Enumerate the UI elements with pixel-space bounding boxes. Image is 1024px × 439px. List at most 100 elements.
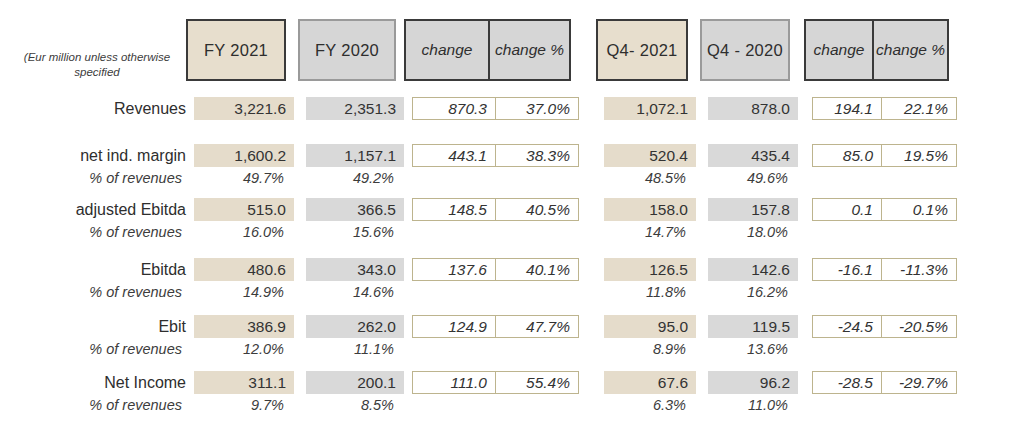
pct-row-label: % of revenues <box>0 221 190 243</box>
cell-fy2021: 311.1 <box>194 371 294 394</box>
cell-fy2020: 262.0 <box>306 315 404 338</box>
cell-q4-2021: 158.0 <box>604 198 696 221</box>
row-net-income: Net Income 311.1 200.1 111.0 55.4% 67.6 … <box>0 371 1024 394</box>
pct-row-label: % of revenues <box>0 281 190 303</box>
empty-cell <box>412 221 496 243</box>
cell-q4-change: 85.0 <box>812 144 882 167</box>
pct-fy2020: 11.1% <box>306 338 404 360</box>
empty-cell <box>412 167 496 189</box>
cell-change-pct: 37.0% <box>496 97 579 120</box>
pct-fy2021: 12.0% <box>194 338 294 360</box>
spacer <box>0 189 1024 198</box>
pct-q4-2021: 8.9% <box>604 338 696 360</box>
row-revenues: Revenues 3,221.6 2,351.3 870.3 37.0% 1,0… <box>0 97 1024 120</box>
row-label: Revenues <box>0 97 190 120</box>
cell-q4-2020: 157.8 <box>708 198 798 221</box>
col-header-change-group: change change % <box>404 19 571 81</box>
cell-q4-change: -28.5 <box>812 371 882 394</box>
cell-q4-2021: 520.4 <box>604 144 696 167</box>
pct-q4-2020: 13.6% <box>708 338 798 360</box>
row-label: adjusted Ebitda <box>0 198 190 221</box>
spacer <box>0 81 1024 97</box>
cell-q4-2020: 142.6 <box>708 258 798 281</box>
cell-fy2020: 343.0 <box>306 258 404 281</box>
pct-q4-2020: 11.0% <box>708 394 798 416</box>
financial-results-table: (Eur million unless otherwise specified … <box>0 0 1024 439</box>
cell-fy2021: 480.6 <box>194 258 294 281</box>
cell-q4-change-pct: -11.3% <box>882 258 957 281</box>
cell-change-pct: 47.7% <box>496 315 579 338</box>
pct-q4-2020: 49.6% <box>708 167 798 189</box>
row-adjusted-ebitda: adjusted Ebitda 515.0 366.5 148.5 40.5% … <box>0 198 1024 221</box>
pct-q4-2020: 18.0% <box>708 221 798 243</box>
cell-q4-change: 0.1 <box>812 198 882 221</box>
spacer <box>0 243 1024 258</box>
pct-q4-2021: 6.3% <box>604 394 696 416</box>
pct-q4-2021: 11.8% <box>604 281 696 303</box>
empty-cell <box>412 281 496 303</box>
cell-fy2020: 2,351.3 <box>306 97 404 120</box>
col-header-q4-2020: Q4 - 2020 <box>700 19 790 81</box>
col-header-fy2020: FY 2020 <box>298 19 396 81</box>
cell-fy2021: 1,600.2 <box>194 144 294 167</box>
pct-q4-2020: 16.2% <box>708 281 798 303</box>
col-header-fy2021: FY 2021 <box>186 19 286 81</box>
cell-q4-change-pct: 19.5% <box>882 144 957 167</box>
cell-q4-2020: 96.2 <box>708 371 798 394</box>
row-ebit: Ebit 386.9 262.0 124.9 47.7% 95.0 119.5 … <box>0 315 1024 338</box>
cell-change-pct: 55.4% <box>496 371 579 394</box>
cell-fy2021: 515.0 <box>194 198 294 221</box>
empty-cell <box>496 394 579 416</box>
col-header-q4-2021: Q4- 2021 <box>596 19 688 81</box>
col-header-q4-change-pct: change % <box>872 21 947 79</box>
row-ebitda: Ebitda 480.6 343.0 137.6 40.1% 126.5 142… <box>0 258 1024 281</box>
cell-change: 443.1 <box>412 144 496 167</box>
cell-q4-2021: 67.6 <box>604 371 696 394</box>
cell-q4-2020: 878.0 <box>708 97 798 120</box>
cell-fy2020: 366.5 <box>306 198 404 221</box>
pct-q4-2021: 14.7% <box>604 221 696 243</box>
empty-cell <box>412 394 496 416</box>
cell-change: 148.5 <box>412 198 496 221</box>
pct-of-revenues-row: % of revenues 9.7% 8.5% 6.3% 11.0% <box>0 394 1024 416</box>
pct-q4-2021: 48.5% <box>604 167 696 189</box>
cell-change-pct: 38.3% <box>496 144 579 167</box>
cell-fy2020: 1,157.1 <box>306 144 404 167</box>
empty-cell <box>496 221 579 243</box>
cell-fy2021: 386.9 <box>194 315 294 338</box>
pct-fy2020: 14.6% <box>306 281 404 303</box>
col-header-q4-change-group: change change % <box>804 19 949 81</box>
row-label: Ebit <box>0 315 190 338</box>
cell-q4-change-pct: 22.1% <box>882 97 957 120</box>
pct-of-revenues-row: % of revenues 14.9% 14.6% 11.8% 16.2% <box>0 281 1024 303</box>
cell-q4-2020: 435.4 <box>708 144 798 167</box>
col-header-change-pct: change % <box>488 21 569 79</box>
spacer <box>0 360 1024 371</box>
pct-fy2020: 8.5% <box>306 394 404 416</box>
cell-q4-2021: 95.0 <box>604 315 696 338</box>
cell-change: 870.3 <box>412 97 496 120</box>
cell-q4-change: -24.5 <box>812 315 882 338</box>
pct-row-label: % of revenues <box>0 394 190 416</box>
pct-fy2020: 49.2% <box>306 167 404 189</box>
pct-fy2021: 9.7% <box>194 394 294 416</box>
cell-fy2020: 200.1 <box>306 371 404 394</box>
cell-change-pct: 40.5% <box>496 198 579 221</box>
pct-row-label: % of revenues <box>0 167 190 189</box>
cell-q4-2021: 1,072.1 <box>604 97 696 120</box>
cell-q4-2021: 126.5 <box>604 258 696 281</box>
cell-q4-change-pct: -29.7% <box>882 371 957 394</box>
cell-q4-change: 194.1 <box>812 97 882 120</box>
pct-of-revenues-row: % of revenues 16.0% 15.6% 14.7% 18.0% <box>0 221 1024 243</box>
pct-row-label: % of revenues <box>0 338 190 360</box>
spacer <box>0 120 1024 144</box>
cell-q4-change-pct: 0.1% <box>882 198 957 221</box>
header-row: (Eur million unless otherwise specified … <box>0 19 1024 81</box>
pct-fy2020: 15.6% <box>306 221 404 243</box>
col-header-change: change <box>406 21 488 79</box>
row-label: Net Income <box>0 371 190 394</box>
row-net-ind-margin: net ind. margin 1,600.2 1,157.1 443.1 38… <box>0 144 1024 167</box>
spacer <box>0 303 1024 315</box>
cell-change-pct: 40.1% <box>496 258 579 281</box>
row-label: Ebitda <box>0 258 190 281</box>
